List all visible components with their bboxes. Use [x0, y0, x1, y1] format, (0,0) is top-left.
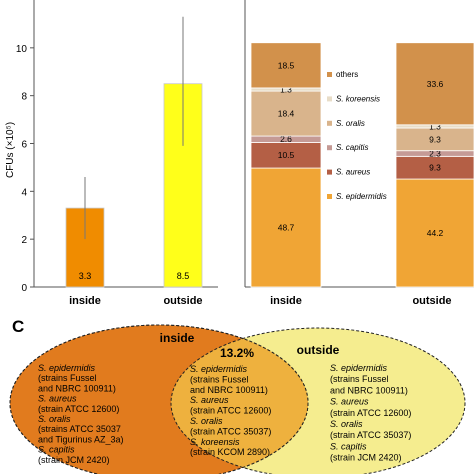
venn-entry-outside_only: (strains Fussel: [330, 374, 389, 384]
legend-label-others: others: [336, 70, 358, 79]
outside-title: outside: [297, 343, 340, 357]
venn-entry-shared: S. koreensis: [190, 437, 240, 447]
y-tick-label: 8: [21, 92, 27, 103]
y-tick-label: 4: [21, 187, 27, 198]
x-tick-label: inside: [69, 295, 101, 307]
segment-label: 9.3: [429, 134, 441, 144]
venn-entry-shared: (strains Fussel: [190, 374, 249, 384]
venn-entry-shared: and NBRC 100911): [190, 385, 268, 395]
segment-label: 2.6: [280, 134, 292, 144]
y-axis-title: CFUs (×10⁵): [5, 122, 16, 178]
venn-entry-outside_only: and NBRC 100911): [330, 385, 408, 395]
venn-entry-outside_only: (strain JCM 2420): [330, 453, 402, 463]
venn-entry-inside_only: (strain JCM 2420): [38, 455, 110, 465]
legend-label-koreensis: S. koreensis: [336, 94, 380, 103]
venn-entry-inside_only: (strain ATCC 12600): [38, 404, 119, 414]
segment-oralis-inside: [250, 90, 322, 137]
segment-label: 18.4: [278, 109, 295, 119]
y-tick-label: 10: [16, 44, 28, 55]
segment-label: 10.5: [278, 150, 295, 160]
venn-entry-outside_only: S. aureus: [330, 397, 369, 407]
venn-entry-inside_only: S. aureus: [38, 394, 77, 404]
bar-value-label: 8.5: [177, 271, 190, 281]
segment-label: 48.7: [278, 223, 295, 233]
legend-swatch-aureus: [327, 169, 332, 175]
venn-entry-outside_only: (strain ATCC 12600): [330, 408, 411, 418]
segment-label: 1.3: [429, 121, 441, 131]
legend-label-aureus: S. aureus: [336, 168, 370, 177]
inside-circle-outline: [9, 324, 309, 474]
venn-entry-inside_only: (strains ATCC 35037: [38, 424, 121, 434]
segment-label: 1.3: [280, 85, 292, 95]
stacked-bar-chart-composition: 48.7 10.5 2.6 18.4 1.3 18.5 inside 44.2 9.3 2.3 9.…: [244, 0, 474, 307]
x-tick-label: outside: [163, 295, 202, 307]
venn-entry-inside_only: S. epidermidis: [38, 363, 96, 373]
venn-entry-inside_only: (strains Fussel: [38, 373, 97, 383]
venn-entry-outside_only: S. oralis: [330, 419, 363, 429]
x-tick-label: inside: [270, 295, 302, 307]
overlap-region: [170, 327, 308, 474]
legend-swatch-others: [327, 72, 332, 77]
legend-swatch-capitis: [327, 145, 332, 151]
overlap-percentage: 13.2%: [220, 346, 254, 360]
segment-label: 18.5: [278, 60, 295, 70]
venn-entry-inside_only: and NBRC 100911): [38, 383, 116, 393]
bar-value-label: 3.3: [79, 271, 92, 281]
venn-entry-inside_only: S. capitis: [38, 445, 75, 455]
venn-entry-shared: S. epidermidis: [190, 364, 248, 374]
venn-entry-shared: S. aureus: [190, 395, 229, 405]
segment-label: 2.3: [429, 149, 441, 159]
y-tick-label: 0: [21, 283, 27, 294]
venn-entry-outside_only: (strain ATCC 35037): [330, 430, 411, 440]
x-tick-label: outside: [412, 295, 451, 307]
panel-label-c: C: [12, 317, 24, 336]
legend-swatch-epidermidis: [327, 194, 332, 199]
venn-entry-shared: S. oralis: [190, 416, 223, 426]
venn-entry-shared: (strain KCOM 2890): [190, 447, 270, 457]
legend-label-oralis: S. oralis: [336, 119, 365, 128]
y-tick-label: 2: [21, 235, 27, 246]
legend-swatch-koreensis: [327, 96, 332, 102]
segment-label: 44.2: [427, 228, 444, 238]
segment-epidermidis-outside: [395, 178, 474, 288]
venn-entry-inside_only: S. oralis: [38, 414, 71, 424]
venn-entry-shared: (strain ATCC 12600): [190, 406, 271, 416]
segment-label: 33.6: [427, 79, 444, 89]
venn-entry-inside_only: and Tigurinus AZ_3a): [38, 434, 124, 444]
segment-others-outside: [395, 42, 474, 126]
bar-chart-cfus: 0 2 4 6 8 10 CFUs (×10⁵) 3.3 inside 8.5 outside: [5, 0, 218, 307]
venn-entry-outside_only: S. epidermidis: [330, 363, 388, 373]
venn-entry-shared: (strain ATCC 35037): [190, 426, 271, 436]
segment-label: 9.3: [429, 163, 441, 173]
y-tick-label: 6: [21, 140, 27, 151]
legend-label-capitis: S. capitis: [336, 143, 368, 152]
inside-title: inside: [160, 331, 195, 345]
venn-entry-outside_only: S. capitis: [330, 441, 367, 451]
legend-swatch-oralis: [327, 120, 332, 126]
segment-others-inside: [250, 42, 322, 89]
legend-label-epidermidis: S. epidermidis: [336, 192, 387, 201]
